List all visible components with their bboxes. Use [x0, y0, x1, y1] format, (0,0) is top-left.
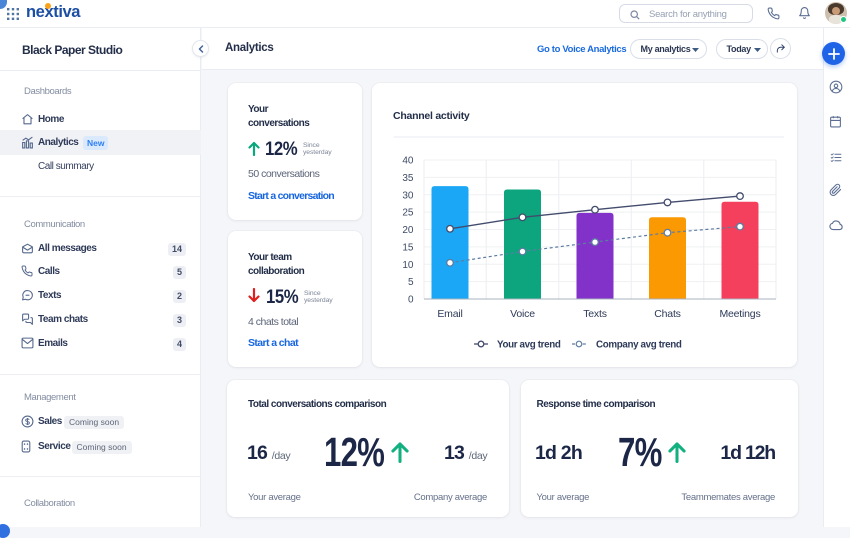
svg-text:Company avg trend: Company avg trend	[596, 340, 682, 351]
svg-text:10: 10	[402, 260, 414, 271]
svg-text:Voice: Voice	[510, 308, 535, 320]
svg-text:30: 30	[402, 190, 414, 201]
svg-text:Email: Email	[437, 308, 462, 320]
svg-text:0: 0	[408, 295, 414, 306]
svg-text:Chats: Chats	[654, 308, 680, 320]
svg-text:5: 5	[408, 277, 414, 288]
svg-text:Meetings: Meetings	[719, 308, 760, 320]
svg-text:40: 40	[402, 156, 414, 167]
svg-text:25: 25	[402, 208, 414, 219]
svg-text:Texts: Texts	[583, 308, 607, 320]
svg-text:35: 35	[402, 173, 414, 184]
svg-text:15: 15	[402, 242, 414, 253]
svg-text:Your avg trend: Your avg trend	[497, 340, 561, 351]
svg-text:20: 20	[402, 225, 414, 236]
